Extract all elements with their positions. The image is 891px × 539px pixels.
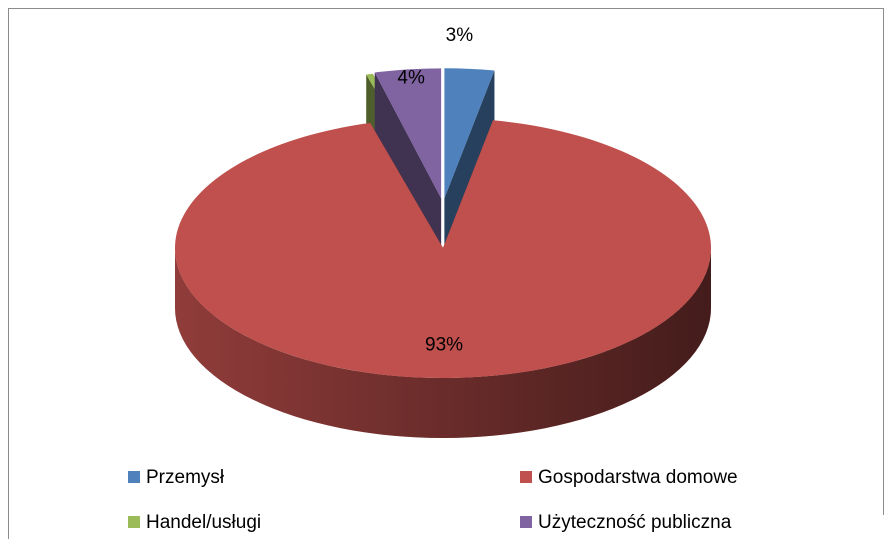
slice [444,68,495,259]
data-label: 3% [446,25,474,46]
slice-top [374,68,442,199]
legend-label: Użyteczność publiczna [538,512,732,533]
data-label: 4% [397,67,425,88]
slice-top [444,68,495,199]
legend-label: Handel/usługi [146,512,261,533]
slice [374,68,442,259]
slice-wall-shade [374,72,442,259]
slice-side-shade [175,248,711,438]
legend-swatch [520,516,532,528]
legend-label: Przemysł [146,467,225,488]
slice-wall-shade [444,70,495,259]
slice-top [174,120,711,379]
legend-label: Gospodarstwa domowe [538,467,738,488]
data-label: 93% [425,334,463,355]
legend-swatch [128,471,140,483]
legend-swatch [520,471,532,483]
legend-swatch [128,516,140,528]
chart-border [8,8,884,539]
slice [174,120,711,438]
